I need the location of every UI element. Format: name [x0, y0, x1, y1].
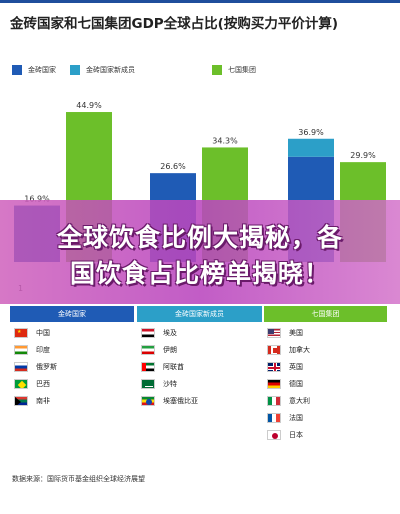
- group-header-new-members: 金砖国家新成员: [137, 306, 262, 322]
- country-item: 南非: [14, 395, 50, 407]
- country-item: 伊朗: [141, 344, 177, 356]
- country-item: 印度: [14, 344, 50, 356]
- legend-swatch-g7: [212, 65, 222, 75]
- legend-item-brics: 金砖国家: [12, 65, 56, 75]
- country-item: 意大利: [267, 395, 310, 407]
- country-item: 法国: [267, 412, 303, 424]
- legend-item-new-members: 金砖国家新成员: [70, 65, 135, 75]
- south-africa-flag-icon: [14, 396, 28, 406]
- china-flag-icon: ★: [14, 328, 28, 338]
- germany-flag-icon: [267, 379, 281, 389]
- banner-line-1: 全球饮食比例大揭秘，各: [56, 223, 343, 252]
- italy-flag-icon: [267, 396, 281, 406]
- legend-label-g7: 七国集团: [228, 66, 256, 74]
- country-name: 美国: [289, 329, 303, 337]
- country-item: 美国: [267, 327, 303, 339]
- legend-swatch-brics: [12, 65, 22, 75]
- country-name: 英国: [289, 363, 303, 371]
- data-label-group1-1: 16.9%: [24, 195, 50, 204]
- country-name: 巴西: [36, 380, 50, 388]
- country-item: 德国: [267, 378, 303, 390]
- canada-flag-icon: [267, 345, 281, 355]
- country-name: 南非: [36, 397, 50, 405]
- uk-flag-icon: [267, 362, 281, 372]
- france-flag-icon: [267, 413, 281, 423]
- country-name: 日本: [289, 431, 303, 439]
- country-item: 日本: [267, 429, 303, 441]
- brazil-flag-icon: [14, 379, 28, 389]
- data-label-group3-2: 29.9%: [350, 151, 376, 160]
- overlay-banner: [0, 200, 400, 304]
- country-item: 阿联酋: [141, 361, 184, 373]
- bar-group3-stack2: [288, 138, 334, 157]
- country-name: 印度: [36, 346, 50, 354]
- iran-flag-icon: [141, 345, 155, 355]
- country-item: ★ 中国: [14, 327, 50, 339]
- data-label-group2-2: 34.3%: [212, 136, 238, 145]
- country-item: 俄罗斯: [14, 361, 57, 373]
- country-name: 沙特: [163, 380, 177, 388]
- country-name: 法国: [289, 414, 303, 422]
- saudi-flag-icon: [141, 379, 155, 389]
- usa-flag-icon: [267, 328, 281, 338]
- group-header-brics: 金砖国家: [10, 306, 134, 322]
- country-name: 阿联酋: [163, 363, 184, 371]
- country-name: 埃塞俄比亚: [163, 397, 198, 405]
- india-flag-icon: [14, 345, 28, 355]
- country-name: 德国: [289, 380, 303, 388]
- legend-label-brics: 金砖国家: [28, 66, 56, 74]
- group-header-g7: 七国集团: [264, 306, 387, 322]
- country-item: 沙特: [141, 378, 177, 390]
- country-name: 中国: [36, 329, 50, 337]
- uae-flag-icon: [141, 362, 155, 372]
- country-name: 意大利: [289, 397, 310, 405]
- country-item: 巴西: [14, 378, 50, 390]
- country-name: 加拿大: [289, 346, 310, 354]
- country-name: 伊朗: [163, 346, 177, 354]
- country-name: 埃及: [163, 329, 177, 337]
- country-item: 加拿大: [267, 344, 310, 356]
- japan-flag-icon: [267, 430, 281, 440]
- data-label-group1-2: 44.9%: [76, 101, 102, 110]
- legend-item-g7: 七国集团: [212, 65, 256, 75]
- country-item: 埃塞俄比亚: [141, 395, 198, 407]
- data-label-group3-1: 36.9%: [298, 128, 324, 137]
- russia-flag-icon: [14, 362, 28, 372]
- egypt-flag-icon: [141, 328, 155, 338]
- overlay-banner-text: 全球饮食比例大揭秘，各 国饮食占比榜单揭晓！: [0, 220, 400, 292]
- data-label-group2-1: 26.6%: [160, 162, 186, 171]
- legend-swatch-new-members: [70, 65, 80, 75]
- chart-title: 金砖国家和七国集团GDP全球占比(按购买力平价计算): [10, 16, 339, 32]
- country-name: 俄罗斯: [36, 363, 57, 371]
- country-item: 埃及: [141, 327, 177, 339]
- data-source: 数据来源：国际货币基金组织全球经济展望: [12, 475, 145, 483]
- legend-label-new-members: 金砖国家新成员: [86, 66, 135, 74]
- country-item: 英国: [267, 361, 303, 373]
- ethiopia-flag-icon: [141, 396, 155, 406]
- banner-line-2: 国饮食占比榜单揭晓！: [69, 259, 330, 288]
